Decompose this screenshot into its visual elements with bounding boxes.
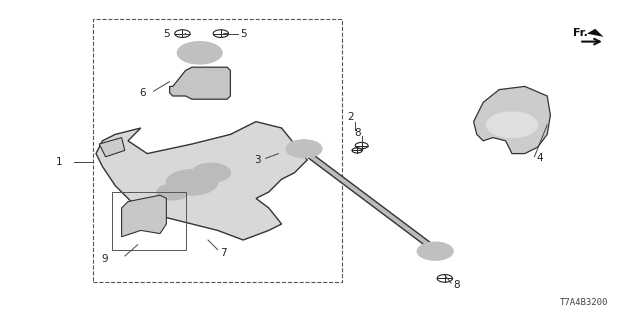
Polygon shape bbox=[170, 67, 230, 99]
Text: 3: 3 bbox=[255, 155, 261, 165]
Circle shape bbox=[286, 140, 322, 158]
Polygon shape bbox=[122, 195, 166, 237]
Bar bbox=[93, 19, 342, 282]
Text: 1: 1 bbox=[56, 156, 63, 167]
Text: 5: 5 bbox=[241, 28, 247, 39]
Text: T7A4B3200: T7A4B3200 bbox=[559, 298, 608, 307]
Circle shape bbox=[192, 163, 230, 182]
Polygon shape bbox=[474, 86, 550, 154]
Text: 8: 8 bbox=[354, 128, 360, 138]
Text: 8: 8 bbox=[453, 280, 460, 291]
Text: 4: 4 bbox=[536, 153, 543, 164]
Circle shape bbox=[166, 170, 218, 195]
Polygon shape bbox=[587, 29, 604, 37]
Text: 9: 9 bbox=[101, 254, 108, 264]
Text: 6: 6 bbox=[140, 88, 146, 98]
Bar bbox=[112, 192, 186, 250]
Polygon shape bbox=[99, 138, 125, 157]
Text: 7: 7 bbox=[220, 248, 227, 258]
Circle shape bbox=[486, 112, 538, 138]
Polygon shape bbox=[96, 122, 307, 240]
Text: Fr.: Fr. bbox=[573, 28, 588, 38]
Circle shape bbox=[157, 184, 189, 200]
Circle shape bbox=[417, 242, 453, 260]
Circle shape bbox=[177, 42, 222, 64]
Text: 5: 5 bbox=[164, 28, 170, 39]
Text: 2: 2 bbox=[348, 112, 354, 122]
